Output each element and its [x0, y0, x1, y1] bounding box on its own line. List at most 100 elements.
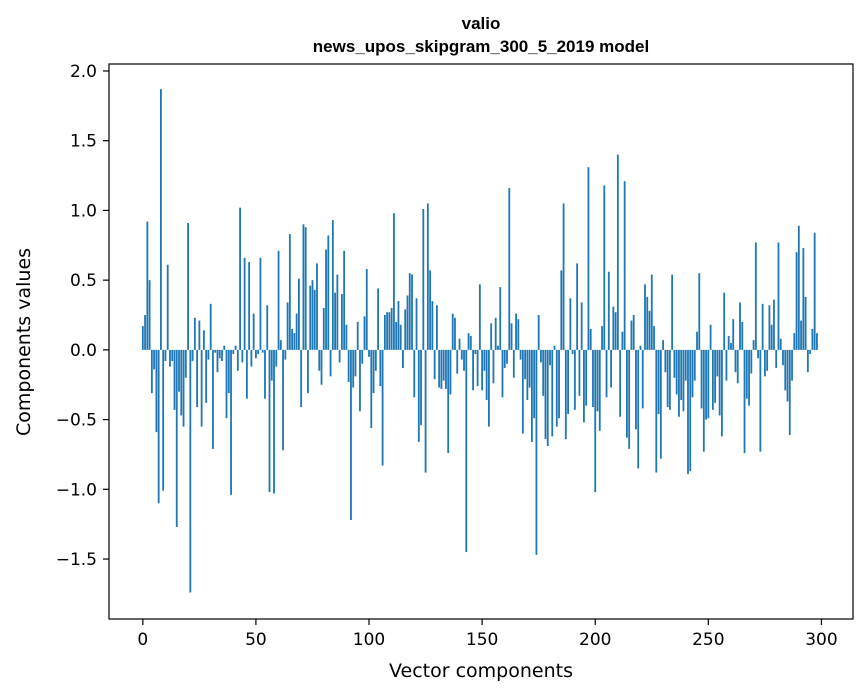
bar [630, 320, 633, 350]
bar [270, 349, 273, 381]
bar [773, 299, 775, 350]
y-tick-label: −1.5 [56, 550, 97, 570]
bar [569, 298, 572, 350]
bar [739, 302, 741, 350]
bar [687, 349, 689, 474]
bar [286, 302, 289, 350]
bar [327, 235, 330, 350]
bar [797, 225, 800, 350]
bar [456, 349, 459, 374]
bar [639, 345, 642, 350]
bar [424, 349, 427, 473]
bar [583, 349, 585, 423]
bar [372, 349, 375, 394]
y-axis-label: Components values [13, 248, 35, 436]
bar [160, 89, 162, 350]
bar [714, 349, 717, 403]
bar [417, 349, 420, 442]
bar [386, 312, 389, 350]
x-tick-label: 300 [805, 630, 837, 650]
y-tick-label: 0.5 [70, 271, 97, 291]
bar [585, 349, 588, 406]
bar [166, 264, 169, 350]
bar [273, 349, 275, 494]
bar [469, 335, 472, 350]
bar [354, 349, 357, 377]
bar [497, 345, 499, 350]
bar [420, 349, 422, 426]
bar [467, 333, 470, 350]
bar [673, 349, 676, 378]
bar [741, 321, 744, 350]
bar [809, 349, 812, 355]
bar [365, 268, 368, 350]
bar [202, 330, 205, 350]
bar [359, 349, 361, 412]
bar [313, 289, 316, 350]
bar [334, 292, 336, 350]
bar [239, 207, 241, 350]
bar [743, 349, 746, 454]
bar [540, 349, 542, 363]
bar [632, 315, 635, 350]
bar [474, 349, 477, 355]
bar [655, 349, 658, 473]
bar [546, 349, 549, 447]
bar [555, 349, 558, 427]
bar [682, 349, 685, 412]
bar [650, 274, 653, 350]
bar [510, 323, 513, 350]
bar [252, 313, 255, 350]
bar [279, 340, 282, 350]
bar [490, 323, 493, 350]
bar [463, 349, 465, 371]
bar [659, 349, 662, 459]
bar [214, 349, 217, 353]
bar [702, 349, 705, 452]
bar [601, 326, 603, 350]
bar [811, 328, 814, 350]
bar [664, 349, 667, 373]
bar [173, 349, 176, 410]
y-tick-label: 1.5 [70, 132, 97, 152]
bar [438, 349, 441, 388]
bar [589, 328, 592, 350]
bar [621, 331, 624, 350]
bar [524, 349, 527, 380]
bar [610, 349, 612, 388]
bar [340, 294, 343, 350]
bar [813, 232, 816, 350]
bar [775, 349, 778, 368]
bar [533, 349, 536, 419]
bar [684, 349, 687, 381]
bar [338, 349, 341, 363]
bar [782, 349, 784, 366]
bar [144, 315, 146, 350]
bar [626, 349, 628, 438]
bar [277, 250, 280, 350]
bar [759, 349, 762, 452]
bar [164, 349, 167, 362]
bar [230, 349, 232, 495]
bar [413, 349, 416, 398]
bar [657, 349, 660, 415]
bar [282, 349, 284, 451]
bar [721, 349, 723, 437]
bar [451, 313, 454, 350]
bar [614, 312, 617, 350]
bar [322, 308, 325, 350]
bar [754, 242, 757, 350]
bar [481, 349, 484, 391]
bar [748, 349, 750, 406]
bar [517, 319, 520, 350]
bar [806, 349, 809, 373]
bar [227, 349, 230, 394]
bar [698, 273, 701, 350]
bar [198, 320, 201, 350]
bar [607, 271, 610, 350]
bar [784, 349, 787, 391]
bar [187, 222, 189, 350]
bar [648, 310, 651, 350]
bar [404, 309, 407, 350]
